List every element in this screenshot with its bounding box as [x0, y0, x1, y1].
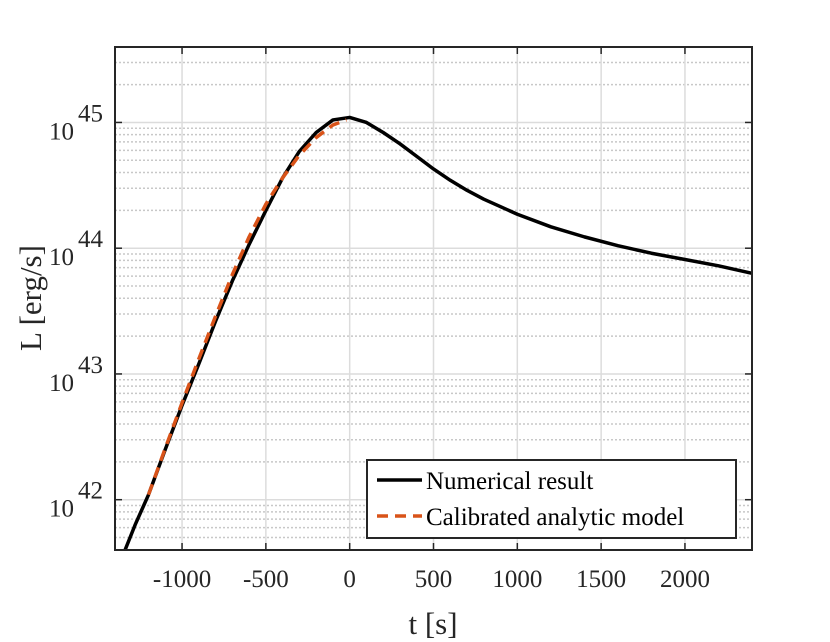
- x-tick-label: 500: [415, 566, 453, 593]
- x-tick-label: 2000: [660, 566, 710, 593]
- x-tick-label: 1000: [492, 566, 542, 593]
- y-tick-label-exponent: 44: [78, 226, 104, 253]
- y-tick-label-exponent: 42: [78, 478, 103, 505]
- x-tick-label: 1500: [576, 566, 626, 593]
- y-tick-label-exponent: 43: [78, 352, 103, 379]
- y-tick-label-base: 10: [49, 496, 74, 523]
- x-tick-label: 0: [343, 566, 356, 593]
- axis-ticks: [115, 47, 752, 550]
- legend-label-numerical: Numerical result: [426, 468, 593, 495]
- y-axis-label: L [erg/s]: [13, 245, 48, 351]
- series-calibrated-analytic-model-line: [146, 118, 347, 496]
- x-axis-label: t [s]: [408, 606, 457, 641]
- x-tick-label: -500: [243, 566, 289, 593]
- series-numerical-result-line: [123, 115, 753, 551]
- y-tick-label-base: 10: [49, 118, 74, 145]
- series-layer: [123, 115, 753, 551]
- x-tick-labels: -1000 -500 0 500 1000 1500 2000: [153, 566, 710, 593]
- y-tick-label-base: 10: [49, 370, 74, 397]
- legend-box: [366, 459, 737, 539]
- legend: Numerical result Calibrated analytic mod…: [366, 459, 737, 539]
- legend-label-analytic: Calibrated analytic model: [426, 504, 684, 531]
- y-tick-label-exponent: 45: [78, 100, 103, 127]
- x-tick-label: -1000: [153, 566, 211, 593]
- y-tick-label-base: 10: [49, 244, 74, 271]
